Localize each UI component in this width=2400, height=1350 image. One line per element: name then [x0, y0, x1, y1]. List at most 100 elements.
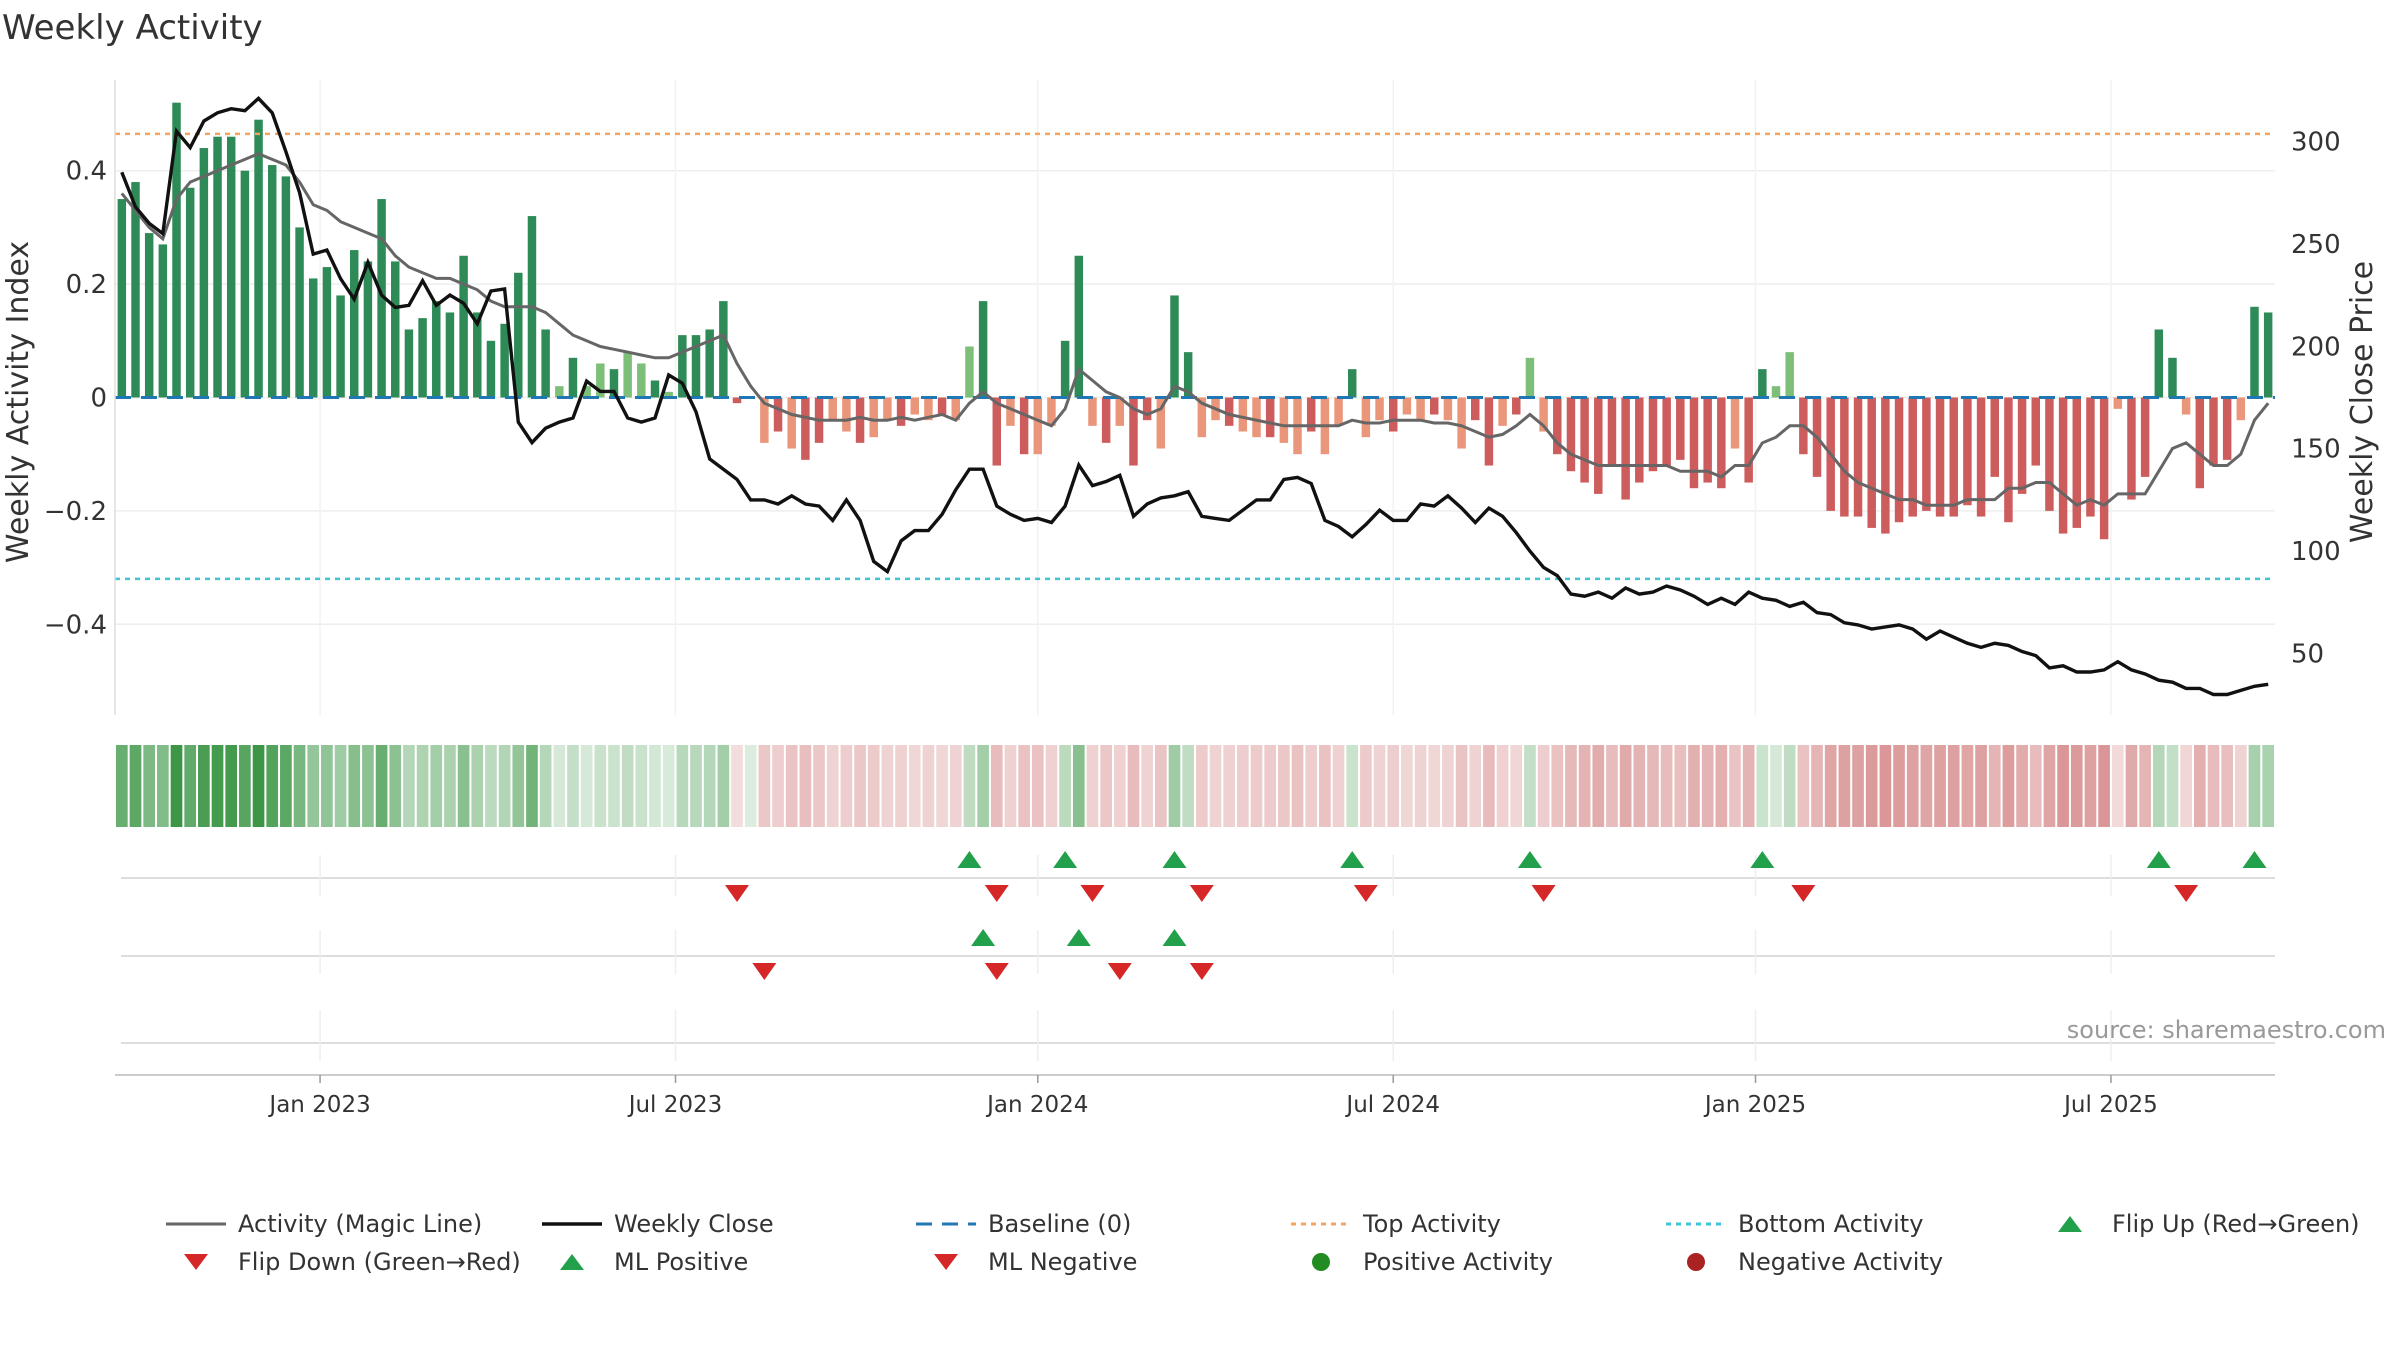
activity-bar [1922, 397, 1931, 511]
activity-bar [2113, 397, 2123, 409]
activity-bar [1443, 397, 1453, 421]
activity-bar [117, 199, 127, 398]
heat-cell [2016, 745, 2028, 827]
activity-bar [1648, 397, 1658, 472]
heat-cell [1414, 745, 1427, 827]
ml-negative-marker [1107, 963, 1132, 980]
heat-cell [1319, 745, 1331, 827]
activity-bar [1252, 397, 1261, 438]
activity-bar [1758, 369, 1767, 398]
activity-bar [185, 187, 195, 398]
heat-cell [1797, 745, 1810, 827]
activity-bar [1088, 397, 1097, 426]
heat-cell [512, 745, 525, 827]
activity-bar [1375, 397, 1384, 421]
heat-cell [854, 745, 866, 827]
activity-bar [637, 363, 646, 398]
heat-cell [1360, 745, 1372, 827]
legend-negative-activity: Negative Activity [1666, 1248, 1943, 1276]
activity-bar [350, 250, 359, 398]
heat-cell [1264, 745, 1277, 827]
heat-cell [2221, 745, 2233, 827]
activity-bar [1457, 397, 1466, 449]
x-tick-label: Jan 2025 [1703, 1092, 1806, 1118]
activity-bar [1047, 397, 1056, 426]
heat-cell [867, 745, 880, 827]
activity-bar [1019, 397, 1029, 455]
heat-cell [1168, 745, 1181, 827]
legend-baseline-label: Baseline (0) [988, 1210, 1132, 1238]
activity-bar [828, 397, 837, 421]
heat-cell [1551, 745, 1564, 827]
heat-cell [198, 745, 210, 827]
heat-cell [2166, 745, 2179, 827]
activity-bar [1430, 397, 1439, 415]
heat-cell [2057, 745, 2069, 827]
heat-cell [1565, 745, 1577, 827]
activity-bar [1498, 397, 1507, 426]
activity-bar [1142, 397, 1152, 421]
signal-rows [121, 851, 2275, 1061]
heat-cell [129, 745, 142, 827]
activity-bar [1238, 397, 1248, 432]
activity-bar [1840, 397, 1849, 517]
activity-bar [1183, 352, 1193, 398]
heat-cell [1496, 745, 1509, 827]
heat-cell [526, 745, 538, 827]
activity-bar [664, 391, 673, 398]
heat-cell [840, 745, 853, 827]
activity-bar [1935, 397, 1945, 517]
activity-bar [226, 136, 236, 398]
heat-cell [1154, 745, 1167, 827]
heat-cell [1346, 745, 1359, 827]
flip-up-marker [1750, 851, 1775, 868]
activity-bar [240, 170, 250, 398]
heat-cell [2070, 745, 2083, 827]
legend-top-activity: Top Activity [1291, 1210, 1501, 1238]
activity-bar [1129, 397, 1138, 466]
heat-cell [553, 745, 566, 827]
heat-cell [1209, 745, 1222, 827]
activity-bar [1006, 397, 1015, 426]
activity-bar [1388, 397, 1398, 432]
heat-cell [211, 745, 224, 827]
heat-cell [1141, 745, 1153, 827]
flip-up-marker [1517, 851, 1542, 868]
heat-cell [2098, 745, 2110, 827]
activity-bar [2140, 397, 2150, 477]
activity-bar [691, 335, 701, 398]
heat-cell [239, 745, 251, 827]
flip-up-icon [2058, 1216, 2082, 1232]
activity-bar [2195, 397, 2205, 489]
activity-bar [144, 233, 154, 398]
heat-cell [457, 745, 470, 827]
activity-bar [1484, 397, 1494, 466]
heat-cell [430, 745, 443, 827]
heat-cell [1127, 745, 1140, 827]
heat-cell [1291, 745, 1304, 827]
ml-positive-marker [971, 929, 996, 946]
activity-bar [336, 295, 345, 398]
ml-negative-marker [752, 963, 777, 980]
heat-cell [280, 745, 292, 827]
activity-bar [1033, 397, 1043, 455]
heat-cell [1783, 745, 1796, 827]
legend-positive-activity: Positive Activity [1291, 1248, 1553, 1276]
heat-cell [1742, 745, 1755, 827]
heat-cell [977, 745, 989, 827]
activity-bar [2250, 306, 2259, 398]
flip-down-marker [1080, 885, 1105, 902]
flip-down-marker [984, 885, 1009, 902]
heat-cell [676, 745, 689, 827]
activity-bar [596, 363, 605, 398]
heat-cell [594, 745, 607, 827]
heat-cell [444, 745, 456, 827]
activity-bar [2127, 397, 2136, 500]
activity-bar [1963, 397, 1972, 506]
activity-bar [978, 301, 988, 398]
activity-bar [1525, 357, 1535, 398]
heat-cell [1674, 745, 1687, 827]
heat-cell [1537, 745, 1550, 827]
heat-cell [1237, 745, 1249, 827]
activity-bar [1976, 397, 1986, 517]
